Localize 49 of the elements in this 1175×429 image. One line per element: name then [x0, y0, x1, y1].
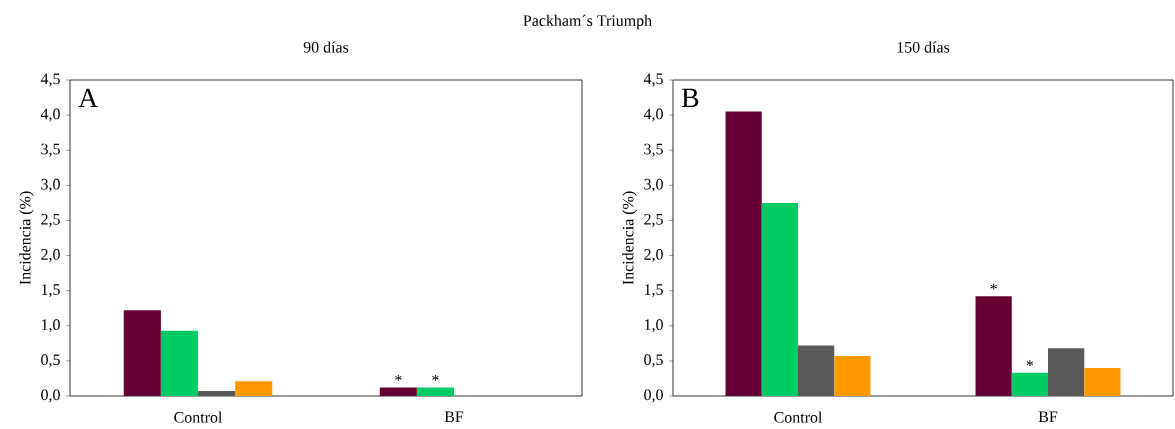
y-tick-label: 3,5 — [644, 143, 663, 157]
chart-title: 150 días — [897, 41, 950, 53]
y-tick-label: 0,5 — [644, 354, 663, 368]
bar — [123, 310, 161, 396]
y-tick-label: 1,0 — [644, 319, 663, 333]
y-tick-label: 4,5 — [40, 73, 60, 87]
annotation: * — [395, 374, 402, 381]
bar — [416, 387, 454, 396]
y-tick-label: 2,5 — [644, 213, 663, 227]
y-tick-label: 0,5 — [41, 354, 60, 368]
y-tick-label: 3,0 — [41, 178, 60, 192]
y-tick-label: 0,0 — [644, 389, 663, 403]
bar — [235, 381, 273, 396]
annotation: B — [681, 88, 699, 108]
bar — [160, 330, 198, 396]
chart-subtitle: 90 días — [303, 41, 349, 53]
annotation: A — [78, 88, 99, 108]
bar — [1011, 372, 1049, 396]
chart-title: Packham´s Triumph — [523, 14, 652, 30]
y-tick-label: 3,0 — [644, 178, 663, 192]
y-tick-label: 1,0 — [41, 319, 60, 333]
annotation: * — [432, 374, 439, 381]
y-tick-label: 4,5 — [643, 73, 663, 87]
bar — [761, 202, 799, 396]
y-tick-label: 4,0 — [643, 108, 663, 122]
y-tick-label: 2,5 — [41, 213, 60, 227]
y-tick-label: 4,0 — [40, 108, 60, 122]
bar — [725, 111, 762, 396]
y-tick-label: 1,5 — [41, 284, 60, 298]
bar — [1084, 367, 1121, 396]
y-tick-label: 2,0 — [41, 249, 60, 263]
y-tick-label: 3,5 — [41, 143, 60, 157]
y-tick-label: 2,0 — [644, 249, 663, 263]
bar — [198, 391, 236, 396]
x-tick-label: Control — [774, 411, 823, 423]
y-axis-title: Incidencia (%) — [19, 191, 34, 285]
y-tick-label: 1,5 — [644, 284, 663, 298]
x-tick-label: BF — [444, 411, 464, 422]
y-tick-label: 0,0 — [41, 389, 60, 403]
y-axis-title: Incidencia (%) — [622, 191, 637, 285]
x-tick-label: Control — [174, 411, 223, 423]
bar — [1048, 348, 1085, 396]
x-tick-label: BF — [1038, 411, 1058, 422]
bar — [975, 296, 1012, 396]
annotation: * — [990, 283, 997, 290]
annotation: * — [1026, 360, 1034, 367]
bar — [379, 387, 417, 396]
bar — [834, 355, 871, 396]
bar — [798, 345, 835, 396]
